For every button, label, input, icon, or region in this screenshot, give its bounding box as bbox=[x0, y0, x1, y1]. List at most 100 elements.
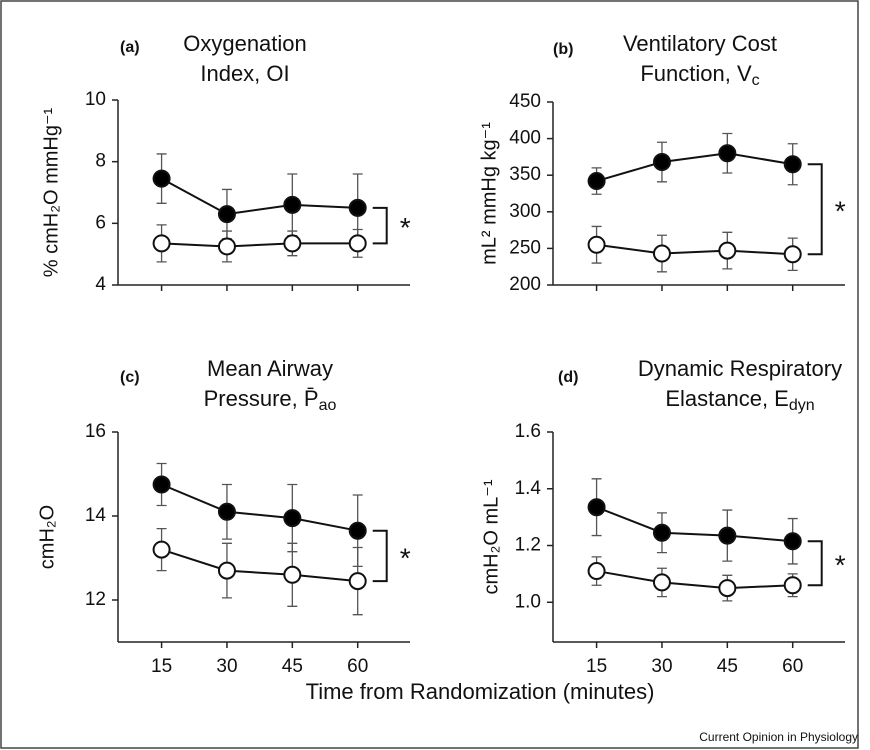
bracket bbox=[807, 163, 823, 256]
marker bbox=[783, 155, 802, 174]
marker bbox=[587, 235, 606, 254]
marker bbox=[783, 532, 802, 551]
marker bbox=[348, 521, 367, 540]
x-tick-label: 30 bbox=[216, 656, 237, 677]
marker bbox=[652, 523, 671, 542]
marker bbox=[348, 234, 367, 253]
y-tick-label: 6 bbox=[95, 212, 106, 233]
marker bbox=[348, 198, 367, 217]
x-tick-label: 60 bbox=[782, 656, 803, 677]
bracket bbox=[372, 529, 388, 583]
y-tick-label: 350 bbox=[509, 164, 541, 185]
panel-label: (a) bbox=[120, 39, 140, 56]
panel-label: (b) bbox=[553, 41, 573, 58]
marker bbox=[152, 169, 171, 188]
y-tick-label: 400 bbox=[509, 128, 541, 149]
y-tick-label: 12 bbox=[85, 589, 106, 610]
y-axis-label: mL² mmHg kg⁻¹ bbox=[478, 122, 500, 265]
y-tick-label: 250 bbox=[509, 237, 541, 258]
marker bbox=[587, 498, 606, 517]
series-line bbox=[161, 177, 358, 216]
marker bbox=[152, 475, 171, 494]
marker bbox=[283, 509, 302, 528]
series-line bbox=[161, 242, 358, 248]
y-axis-label: cmH₂O mL⁻¹ bbox=[480, 479, 502, 594]
chart-title: Index, OI bbox=[200, 61, 289, 86]
series-line bbox=[596, 152, 793, 183]
title-text: Elastance, E bbox=[665, 386, 789, 411]
marker bbox=[152, 540, 171, 559]
marker bbox=[783, 245, 802, 264]
x-tick-label: 60 bbox=[347, 656, 368, 677]
marker bbox=[348, 572, 367, 591]
series-line bbox=[161, 548, 358, 583]
x-tick-label: 15 bbox=[151, 656, 172, 677]
marker bbox=[283, 565, 302, 584]
chart-title: Dynamic Respiratory bbox=[638, 356, 842, 381]
panel-label: (c) bbox=[120, 369, 140, 386]
marker bbox=[718, 144, 737, 163]
marker bbox=[217, 237, 236, 256]
marker bbox=[283, 234, 302, 253]
marker bbox=[652, 244, 671, 263]
bracket bbox=[807, 540, 823, 587]
series-line bbox=[596, 570, 793, 590]
title-text: Function, V bbox=[640, 61, 752, 86]
marker bbox=[652, 153, 671, 172]
y-tick-label: 1.0 bbox=[515, 591, 541, 612]
marker bbox=[718, 526, 737, 545]
annotation: * bbox=[400, 542, 411, 573]
y-tick-label: 1.6 bbox=[515, 421, 541, 442]
marker bbox=[783, 576, 802, 595]
series-line bbox=[596, 243, 793, 256]
chart-title: Pressure, P̄ao bbox=[204, 386, 337, 414]
series-line bbox=[596, 506, 793, 543]
annotation: * bbox=[400, 212, 411, 243]
title-subscript: ao bbox=[319, 397, 337, 414]
x-axis-label: Time from Randomization (minutes) bbox=[306, 679, 655, 704]
y-tick-label: 4 bbox=[95, 274, 106, 295]
y-tick-label: 10 bbox=[85, 89, 106, 110]
marker bbox=[217, 561, 236, 580]
x-tick-label: 45 bbox=[282, 656, 303, 677]
x-tick-label: 30 bbox=[651, 656, 672, 677]
chart-title: Ventilatory Cost bbox=[623, 31, 777, 56]
chart-title: Function, Vc bbox=[640, 61, 759, 89]
marker bbox=[652, 573, 671, 592]
title-subscript: dyn bbox=[789, 397, 815, 414]
y-tick-label: 300 bbox=[509, 201, 541, 222]
marker bbox=[587, 562, 606, 581]
marker bbox=[283, 195, 302, 214]
y-tick-label: 16 bbox=[85, 421, 106, 442]
title-subscript: c bbox=[752, 72, 760, 89]
x-tick-label: 45 bbox=[717, 656, 738, 677]
title-text: Index, OI bbox=[200, 61, 289, 86]
title-text: Pressure, P̄ bbox=[204, 386, 319, 411]
credit: Current Opinion in Physiology bbox=[699, 730, 858, 744]
y-tick-label: 8 bbox=[95, 151, 106, 172]
y-tick-label: 1.2 bbox=[515, 535, 541, 556]
marker bbox=[217, 205, 236, 224]
marker bbox=[152, 234, 171, 253]
marker bbox=[217, 502, 236, 521]
series-line bbox=[161, 483, 358, 532]
y-tick-label: 450 bbox=[509, 91, 541, 112]
annotation: * bbox=[835, 550, 846, 581]
y-tick-label: 1.4 bbox=[515, 478, 542, 499]
y-axis-label: cmH₂O bbox=[36, 505, 58, 569]
panel-label: (d) bbox=[558, 369, 578, 386]
marker bbox=[587, 172, 606, 191]
chart-title: Mean Airway bbox=[207, 356, 333, 381]
marker bbox=[718, 241, 737, 260]
marker bbox=[718, 579, 737, 598]
bracket bbox=[372, 206, 388, 245]
x-tick-label: 15 bbox=[586, 656, 607, 677]
y-tick-label: 14 bbox=[85, 505, 107, 526]
y-axis-label: % cmH₂O mmHg⁻¹ bbox=[40, 107, 62, 277]
chart-title: Oxygenation bbox=[183, 31, 307, 56]
chart-title: Elastance, Edyn bbox=[665, 386, 814, 414]
y-tick-label: 200 bbox=[509, 274, 541, 295]
annotation: * bbox=[835, 196, 846, 227]
